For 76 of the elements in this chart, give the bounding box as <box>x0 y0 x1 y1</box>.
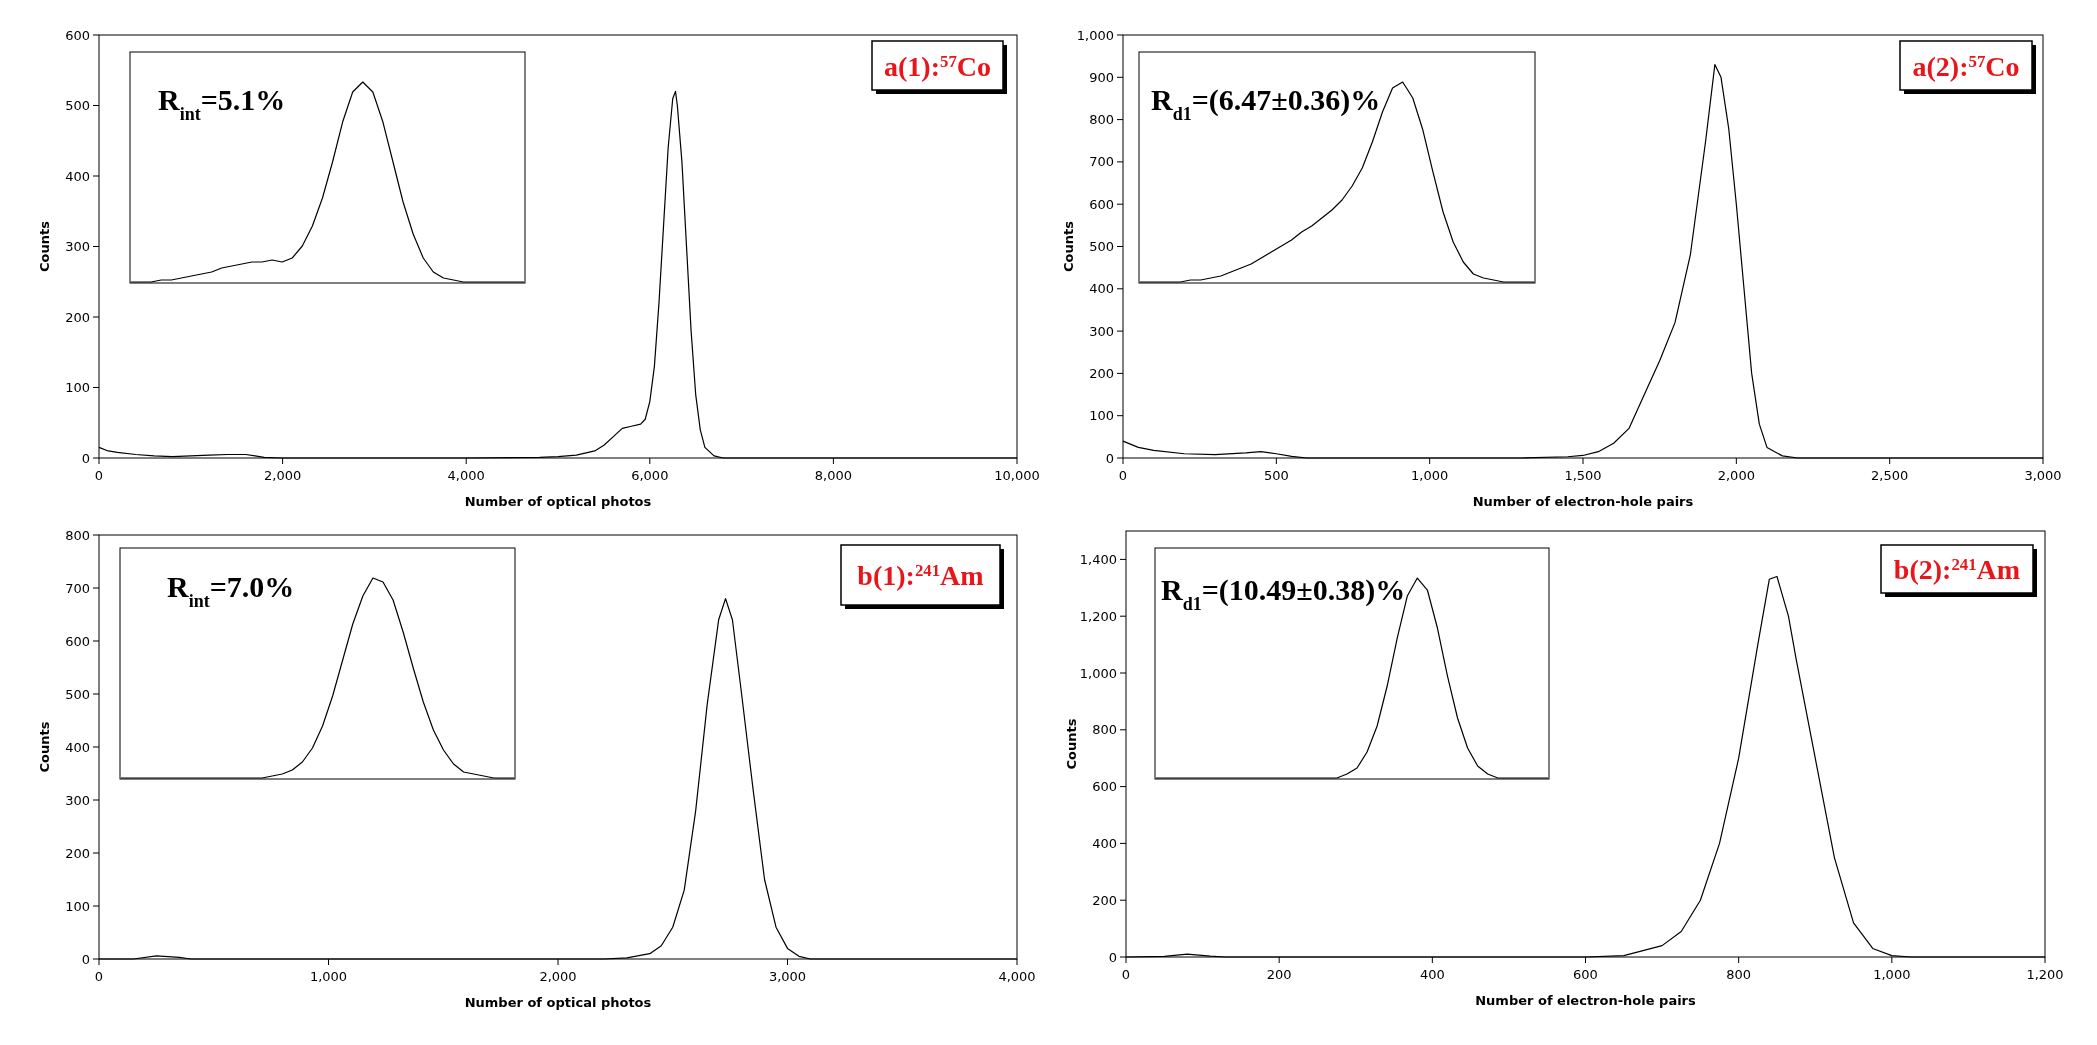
annotation: a(1):$^{57}$Co <box>884 50 991 82</box>
x-tick-label: 3,000 <box>2024 468 2062 483</box>
x-axis-title: Number of optical photos <box>464 995 652 1010</box>
x-tick-label: 10,000 <box>994 468 1040 483</box>
y-tick-label: 500 <box>1089 239 1114 254</box>
x-tick-label: 800 <box>1726 967 1752 982</box>
x-axis-title: Number of electron-hole pairs <box>1472 494 1694 509</box>
y-tick-label: 0 <box>1108 949 1117 965</box>
x-tick-label: 6,000 <box>631 468 669 483</box>
y-axis-title: Counts <box>37 721 52 773</box>
x-tick-label: 0 <box>1118 468 1128 483</box>
y-tick-label: 1,000 <box>1079 665 1117 681</box>
annotation: a(2):$^{57}$Co <box>1912 50 2020 82</box>
annotation: R$_{d1}$=(6.47±0.36)% <box>1151 83 1381 124</box>
x-tick-label: 1,000 <box>309 969 348 984</box>
x-tick-label: 0 <box>1121 967 1131 982</box>
x-tick-label: 1,000 <box>1411 468 1449 483</box>
x-tick-label: 600 <box>1573 967 1598 982</box>
y-tick-label: 300 <box>1089 323 1114 339</box>
y-tick-label: 100 <box>65 380 90 395</box>
y-tick-label: 200 <box>1089 365 1114 381</box>
y-tick-label: 1,000 <box>1076 27 1114 43</box>
x-axis-title: Number of optical photos <box>464 494 652 509</box>
y-tick-label: 0 <box>81 450 90 466</box>
x-tick-label: 1,200 <box>2026 967 2064 982</box>
x-tick-label: 3,000 <box>768 969 807 984</box>
y-tick-label: 700 <box>1089 154 1114 170</box>
y-tick-label: 1,400 <box>1079 551 1117 567</box>
y-tick-label: 100 <box>1089 408 1114 424</box>
y-tick-label: 400 <box>65 739 90 755</box>
y-tick-label: 800 <box>1092 722 1117 738</box>
y-tick-label: 400 <box>65 168 90 184</box>
y-tick-label: 200 <box>65 845 90 861</box>
x-tick-label: 2,500 <box>1871 468 1909 483</box>
y-tick-label: 0 <box>1105 450 1114 466</box>
y-tick-label: 400 <box>1092 835 1117 851</box>
x-tick-label: 500 <box>1263 468 1289 483</box>
y-axis-title: Counts <box>1061 220 1076 272</box>
y-tick-label: 500 <box>65 98 90 113</box>
y-tick-label: 800 <box>65 527 90 543</box>
x-axis-title: Number of electron-hole pairs <box>1475 993 1697 1008</box>
y-tick-label: 300 <box>65 239 90 254</box>
y-tick-label: 0 <box>81 951 90 967</box>
y-tick-label: 600 <box>65 27 90 43</box>
y-tick-label: 900 <box>1089 69 1114 85</box>
x-tick-label: 4,000 <box>998 969 1036 984</box>
y-tick-label: 800 <box>1089 112 1114 128</box>
x-tick-label: 0 <box>94 969 104 984</box>
x-tick-label: 0 <box>94 468 104 483</box>
x-tick-label: 400 <box>1419 967 1445 982</box>
y-tick-label: 600 <box>65 633 90 649</box>
y-tick-label: 100 <box>65 898 90 914</box>
annotation: R$_{d1}$=(10.49±0.38)% <box>1161 573 1406 614</box>
y-tick-label: 200 <box>1092 892 1117 908</box>
x-tick-label: 1,000 <box>1873 967 1911 982</box>
y-tick-label: 200 <box>65 309 90 325</box>
y-tick-label: 400 <box>1089 281 1114 297</box>
y-tick-label: 600 <box>1092 779 1117 795</box>
x-tick-label: 2,000 <box>263 468 302 483</box>
annotation: b(2):$^{241}$Am <box>1893 554 2021 585</box>
annotation: R$_{int}$=7.0% <box>167 570 295 611</box>
y-tick-label: 500 <box>65 686 90 702</box>
y-tick-label: 600 <box>1089 196 1114 212</box>
y-axis-title: Counts <box>37 220 52 272</box>
x-tick-label: 4,000 <box>447 468 485 483</box>
x-tick-label: 8,000 <box>814 468 853 483</box>
x-tick-label: 2,000 <box>539 969 577 984</box>
x-tick-label: 1,500 <box>1564 468 1602 483</box>
x-tick-label: 200 <box>1266 967 1292 982</box>
y-tick-label: 700 <box>65 580 90 596</box>
y-tick-label: 300 <box>65 792 90 808</box>
x-tick-label: 2,000 <box>1717 468 1755 483</box>
y-tick-label: 1,200 <box>1079 608 1117 624</box>
annotation: b(1):$^{241}$Am <box>857 560 984 591</box>
annotation: R$_{int}$=5.1% <box>158 83 286 124</box>
y-axis-title: Counts <box>1064 718 1079 770</box>
